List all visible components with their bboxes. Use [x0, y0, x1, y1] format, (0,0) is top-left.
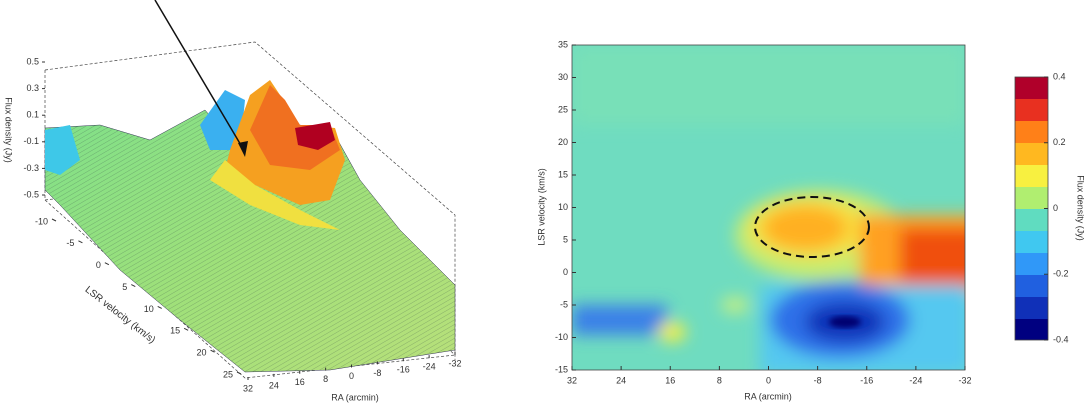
colorbar-tick-label: 0.2: [1053, 137, 1066, 147]
z-tick-label: -0.1: [23, 136, 39, 146]
y-tick-label: 10: [144, 304, 154, 314]
x-tick-label: 0: [349, 371, 354, 381]
x-tick-label: 8: [323, 374, 328, 384]
surface-plot: [44, 0, 456, 379]
surface-mesh: [45, 110, 455, 372]
surface-peak: [295, 122, 335, 150]
y-tick: [131, 284, 136, 288]
y-tick-label: 5: [122, 282, 127, 292]
y-tick: [51, 218, 57, 222]
heatmap-field: [572, 45, 965, 370]
x-tick-label: -8: [814, 375, 822, 385]
y-tick-label: -5: [560, 299, 568, 309]
y-tick-label: -10: [35, 216, 48, 226]
x-tick-label: 32: [567, 375, 577, 385]
arrow-head: [238, 141, 248, 157]
y-axis-label: LSR velocity (km/s): [83, 284, 158, 346]
x-tick-label: -32: [448, 358, 461, 368]
x-axis-label: RA (arcmin): [744, 391, 792, 401]
y-tick: [157, 305, 162, 309]
y-tick: [78, 240, 83, 244]
x-tick-label: 16: [665, 375, 675, 385]
colorbar-tick-label: -0.2: [1053, 269, 1069, 279]
box-back: [44, 41, 456, 360]
x-tick-label: -16: [397, 365, 410, 375]
y-tick: [210, 349, 215, 353]
y-tick-label: 30: [558, 72, 568, 82]
x-tick-label: 16: [295, 377, 305, 387]
x-tick-label: -24: [909, 375, 922, 385]
y-tick-label: 5: [563, 234, 568, 244]
z-tick-label: 0.5: [26, 56, 39, 66]
surface-low: [200, 90, 245, 150]
z-tick-label: 0.1: [26, 110, 39, 120]
y-tick: [183, 327, 189, 331]
annotation-ellipse: [754, 196, 870, 258]
y-tick-label: 20: [558, 137, 568, 147]
surface-low: [45, 125, 80, 175]
y-tick: [104, 262, 110, 266]
arrow: [154, 0, 246, 153]
x-tick-label: 24: [269, 380, 279, 390]
x-tick-label: 24: [616, 375, 626, 385]
x-tick-label: -8: [373, 368, 381, 378]
y-tick-label: -10: [555, 332, 568, 342]
z-tick-label: 0.3: [26, 83, 39, 93]
x-tick-label: -24: [423, 362, 436, 372]
x-tick-label: -16: [860, 375, 873, 385]
x-tick-label: -32: [958, 375, 971, 385]
y-tick-label: 15: [170, 326, 180, 336]
x-tick-label: 8: [717, 375, 722, 385]
surface-ridge: [210, 160, 340, 230]
x-tick-label: 0: [766, 375, 771, 385]
y-tick-label: 0: [563, 267, 568, 277]
colorbar: [1014, 76, 1049, 341]
y-tick-label: -15: [555, 364, 568, 374]
colorbar-label: Flux density (Jy): [1076, 175, 1086, 241]
x-axis-label: RA (arcmin): [331, 392, 379, 402]
z-axis-label: Flux density (Jy): [4, 97, 14, 163]
y-tick-label: 20: [197, 348, 207, 358]
z-tick-label: -0.5: [23, 189, 39, 199]
y-tick-label: -5: [66, 238, 74, 248]
colorbar-tick-label: 0: [1053, 203, 1058, 213]
x-tick-label: 32: [243, 383, 253, 393]
y-tick-label: 0: [96, 260, 101, 270]
y-tick-label: 25: [558, 104, 568, 114]
y-tick-label: 35: [558, 39, 568, 49]
colorbar-tick-label: -0.4: [1053, 334, 1069, 344]
y-tick-label: 15: [558, 169, 568, 179]
y-tick: [236, 371, 242, 375]
y-tick-label: 25: [223, 369, 233, 379]
colorbar-tick-label: 0.4: [1053, 71, 1066, 81]
z-tick-label: -0.3: [23, 163, 39, 173]
y-axis-label: LSR velocity (km/s): [536, 168, 546, 246]
y-tick-label: 10: [558, 202, 568, 212]
